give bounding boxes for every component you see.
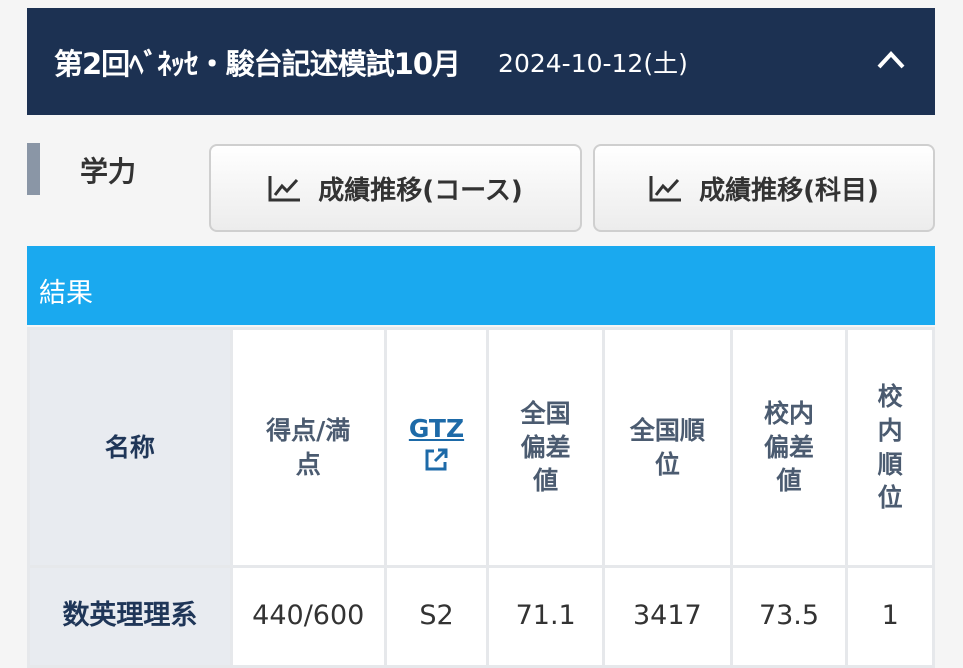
col-name: 名称: [27, 327, 233, 568]
gtz-link[interactable]: GTZ: [408, 414, 465, 444]
trend-subject-button[interactable]: 成績推移(科目): [593, 144, 935, 232]
table-header-row: 名称 得点/満点 GTZ 全国偏差値 全国順位 校内偏差値 校内順位: [27, 327, 935, 568]
exam-date: 2024-10-12(土): [498, 48, 688, 78]
cell-national-deviation: 71.1: [486, 565, 605, 668]
trend-chart-icon: [268, 176, 301, 202]
external-link-icon[interactable]: [422, 446, 450, 474]
cell-national-rank: 3417: [601, 565, 733, 668]
cell-school-rank: 1: [845, 565, 935, 668]
exam-title: 第2回ﾍﾞﾈｯｾ・駿台記述模試10月: [54, 46, 461, 81]
col-school-deviation: 校内偏差値: [729, 327, 849, 568]
cell-score: 440/600: [229, 565, 387, 668]
trend-subject-label: 成績推移(科目): [699, 175, 879, 206]
trend-course-button[interactable]: 成績推移(コース): [209, 144, 582, 232]
cell-school-deviation: 73.5: [729, 565, 849, 668]
section-label: 学力: [80, 155, 137, 188]
cell-gtz: S2: [383, 565, 490, 668]
col-gtz[interactable]: GTZ: [383, 327, 490, 568]
col-national-deviation: 全国偏差値: [486, 327, 605, 568]
col-school-rank: 校内順位: [845, 327, 935, 568]
col-national-rank: 全国順位: [601, 327, 733, 568]
trend-course-label: 成績推移(コース): [318, 175, 523, 206]
results-table: 名称 得点/満点 GTZ 全国偏差値 全国順位 校内偏差値 校内順位 数英理理系…: [27, 327, 935, 668]
col-score: 得点/満点: [229, 327, 387, 568]
results-header: 結果: [27, 246, 935, 325]
section-marker: [27, 143, 40, 195]
results-title: 結果: [39, 278, 93, 309]
trend-chart-icon: [649, 176, 682, 202]
chevron-up-icon[interactable]: [875, 44, 907, 76]
table-row: 数英理理系 440/600 S2 71.1 3417 73.5 1: [27, 565, 935, 668]
cell-name: 数英理理系: [27, 565, 233, 668]
exam-header[interactable]: 第2回ﾍﾞﾈｯｾ・駿台記述模試10月 2024-10-12(土): [27, 8, 935, 115]
